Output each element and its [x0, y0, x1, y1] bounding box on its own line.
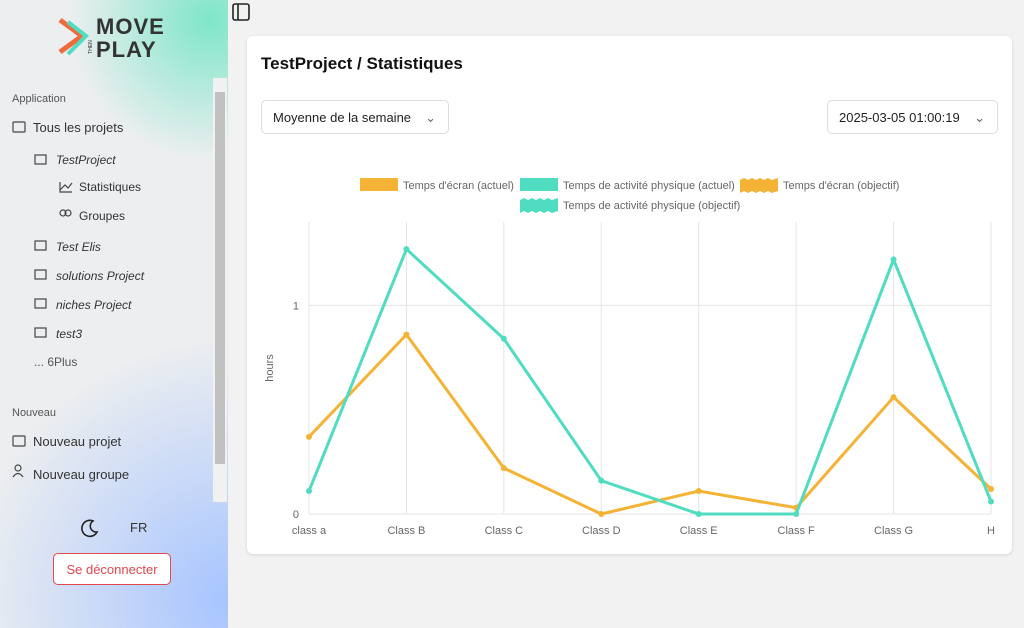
- card: TestProject / Statistiques Moyenne de la…: [247, 36, 1012, 554]
- chart: 0 1 class a Class B Class C Class D Class E Cla…: [264, 178, 995, 537]
- data-point: [306, 433, 312, 440]
- data-point: [403, 246, 410, 253]
- y-tick-label: 1: [293, 300, 299, 312]
- language[interactable]: FR: [130, 520, 148, 535]
- section-heading: Nouveau: [12, 407, 57, 419]
- data-point: [988, 485, 994, 492]
- data-point: [793, 511, 800, 517]
- legend-label: Temps d'écran (objectif): [783, 180, 899, 192]
- data-point: [500, 335, 507, 342]
- legend-swatch: [360, 178, 398, 191]
- data-point: [988, 498, 994, 505]
- legend-label: Temps de activité physique (objectif): [563, 200, 740, 212]
- select-value: 2025-03-05 01:00:19: [839, 110, 960, 125]
- page-title: TestProject / Statistiques: [261, 54, 463, 73]
- data-point: [500, 465, 507, 472]
- logo-text: THEN: [87, 40, 94, 54]
- data-point: [306, 488, 312, 495]
- nav-item[interactable]: Nouveau projet: [33, 434, 122, 449]
- icons: [12, 121, 73, 478]
- scroll-thumb[interactable]: [215, 92, 225, 464]
- x-tick-label: Class G: [874, 525, 913, 537]
- more-link[interactable]: ... 6Plus: [34, 355, 78, 369]
- legend-label: Temps d'écran (actuel): [403, 180, 514, 192]
- series-line: [307, 246, 993, 516]
- x-tick-label: Class F: [778, 525, 816, 537]
- data-point: [403, 331, 410, 338]
- y-tick-label: 0: [293, 509, 299, 521]
- project[interactable]: solutions Project: [56, 269, 145, 283]
- legend-swatch: [740, 178, 778, 193]
- x-tick-label: Class C: [485, 525, 524, 537]
- section-heading: Application: [12, 93, 66, 105]
- data-point: [695, 511, 702, 517]
- project[interactable]: Test Elis: [56, 240, 101, 254]
- logo-text: MOVE: [96, 14, 165, 39]
- sidebar-toggle[interactable]: [231, 2, 251, 22]
- select-value: Moyenne de la semaine: [273, 110, 412, 125]
- data-point: [890, 256, 897, 263]
- nav-item[interactable]: Statistiques: [79, 180, 142, 194]
- project[interactable]: test3: [56, 327, 83, 341]
- x-tick-label: Class E: [680, 525, 718, 537]
- logo-text: PLAY: [96, 37, 157, 62]
- project[interactable]: niches Project: [56, 298, 132, 312]
- data-point: [598, 477, 605, 484]
- legend-swatch: [520, 198, 558, 213]
- sidebar: MOVE THEN PLAY Application Tous les proj…: [0, 0, 228, 628]
- nav-item[interactable]: Groupes: [79, 209, 126, 223]
- scrollbar[interactable]: [213, 78, 227, 502]
- theme-toggle[interactable]: [80, 518, 100, 538]
- date-select[interactable]: 2025-03-05 01:00:19 ⌄: [827, 100, 998, 134]
- nav-item[interactable]: Tous les projets: [33, 120, 124, 135]
- y-axis-label: hours: [264, 354, 276, 382]
- series-line: [307, 332, 993, 516]
- data-point: [598, 511, 605, 517]
- project[interactable]: TestProject: [56, 153, 116, 167]
- data-point: [890, 394, 897, 401]
- nav-item[interactable]: Nouveau groupe: [33, 467, 130, 482]
- period-select[interactable]: Moyenne de la semaine ⌄: [261, 100, 449, 134]
- x-tick-label: class a: [292, 525, 327, 537]
- legend-label: Temps de activité physique (actuel): [563, 180, 735, 192]
- data-point: [695, 488, 702, 495]
- x-tick-label: Class B: [387, 525, 425, 537]
- logo-mark: [58, 17, 90, 56]
- x-tick-label: Class D: [582, 525, 621, 537]
- logout-button[interactable]: Se déconnecter: [53, 553, 171, 585]
- legend-swatch: [520, 178, 558, 191]
- x-tick-label: H: [987, 525, 995, 537]
